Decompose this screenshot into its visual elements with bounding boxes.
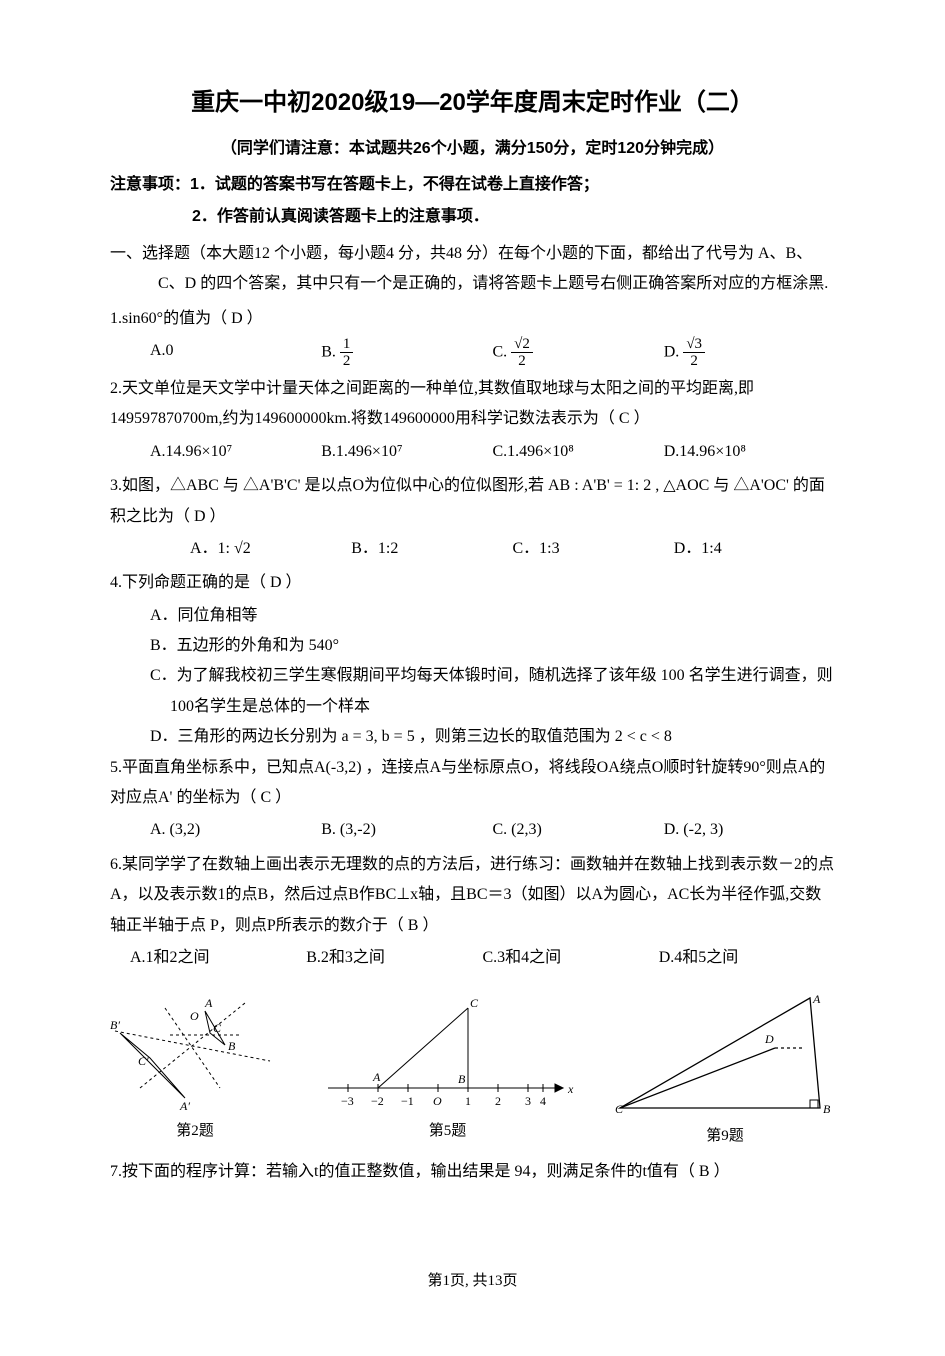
svg-text:A: A bbox=[812, 993, 821, 1006]
svg-text:−3: −3 bbox=[341, 1094, 354, 1108]
q4-opt-a: A．同位角相等 bbox=[150, 601, 835, 631]
q4-opt-d: D．三角形的两边长分别为 a = 3, b = 5 ，则第三边长的取值范围为 2… bbox=[150, 722, 835, 752]
q5-opt-d: D. (-2, 3) bbox=[664, 815, 835, 845]
q1-d-label: D. bbox=[664, 344, 680, 361]
question-2-options: A.14.96×10⁷ B.1.496×10⁷ C.1.496×10⁸ D.14… bbox=[150, 437, 835, 467]
svg-text:B: B bbox=[458, 1072, 466, 1086]
fraction-icon: √22 bbox=[511, 336, 533, 370]
svg-text:−1: −1 bbox=[401, 1094, 414, 1108]
q1-opt-c: C. √22 bbox=[493, 336, 664, 370]
question-2: 2.天文单位是天文学中计量天体之间距离的一种单位,其数值取地球与太阳之间的平均距… bbox=[110, 374, 835, 435]
svg-text:D: D bbox=[764, 1032, 774, 1046]
svg-text:A: A bbox=[204, 996, 213, 1010]
q4-opt-c: C．为了解我校初三学生寒假期间平均每天体锻时间，随机选择了该年级 100 名学生… bbox=[170, 661, 835, 722]
svg-text:3: 3 bbox=[525, 1094, 531, 1108]
exam-page: 重庆一中初2020级19—20学年度周末定时作业（二） （同学们请注意：本试题共… bbox=[0, 0, 945, 1356]
question-7: 7.按下面的程序计算：若输入t的值正整数值，输出结果是 94，则满足条件的t值有… bbox=[110, 1157, 835, 1187]
q6-opt-a: A.1和2之间 bbox=[130, 943, 306, 973]
notice-line-1: 注意事项：1．试题的答案书写在答题卡上，不得在试卷上直接作答； bbox=[110, 170, 835, 200]
question-5: 5.平面直角坐标系中，已知点A(-3,2) ，连接点A与坐标原点O，将线段OA绕… bbox=[110, 753, 835, 814]
q2-opt-b: B.1.496×10⁷ bbox=[321, 437, 492, 467]
svg-text:1: 1 bbox=[465, 1094, 471, 1108]
q3-opt-c: C．1:3 bbox=[513, 534, 674, 564]
fraction-icon: √32 bbox=[683, 336, 705, 370]
figure-q9-svg: A B C D bbox=[615, 993, 835, 1118]
svg-text:B: B bbox=[823, 1102, 831, 1116]
q1-opt-d: D. √32 bbox=[664, 336, 835, 370]
q6-opt-d: D.4和5之间 bbox=[659, 943, 835, 973]
q1-c-label: C. bbox=[493, 344, 508, 361]
q3-opt-b: B．1:2 bbox=[351, 534, 512, 564]
svg-text:C: C bbox=[615, 1102, 624, 1116]
svg-text:O: O bbox=[190, 1009, 199, 1023]
section-1-text: 一、选择题（本大题12 个小题，每小题4 分，共48 分）在每个小题的下面，都给… bbox=[110, 245, 828, 292]
svg-text:C: C bbox=[470, 996, 479, 1010]
q2-opt-d: D.14.96×10⁸ bbox=[664, 437, 835, 467]
question-1-options: A.0 B. 12 C. √22 D. √32 bbox=[150, 336, 835, 370]
q1-opt-b: B. 12 bbox=[321, 336, 492, 370]
figure-q9: A B C D 第9题 bbox=[615, 993, 835, 1151]
svg-text:C′: C′ bbox=[138, 1054, 149, 1068]
q3-opt-d: D．1:4 bbox=[674, 534, 835, 564]
page-footer: 第1页, 共13页 bbox=[110, 1267, 835, 1296]
q5-opt-a: A. (3,2) bbox=[150, 815, 321, 845]
q2-opt-c: C.1.496×10⁸ bbox=[493, 437, 664, 467]
fraction-icon: 12 bbox=[340, 336, 354, 370]
q2-opt-a: A.14.96×10⁷ bbox=[150, 437, 321, 467]
page-subtitle: （同学们请注意：本试题共26个小题，满分150分，定时120分钟完成） bbox=[110, 134, 835, 164]
svg-text:B′: B′ bbox=[110, 1018, 120, 1032]
svg-text:O: O bbox=[433, 1094, 442, 1108]
svg-text:−2: −2 bbox=[371, 1094, 384, 1108]
q5-opt-b: B. (3,-2) bbox=[321, 815, 492, 845]
page-title: 重庆一中初2020级19—20学年度周末定时作业（二） bbox=[110, 80, 835, 126]
svg-text:x: x bbox=[567, 1082, 574, 1096]
svg-text:B: B bbox=[228, 1039, 236, 1053]
q4-opt-b: B．五边形的外角和为 540° bbox=[150, 631, 835, 661]
svg-text:A′: A′ bbox=[179, 1099, 190, 1113]
notice-line-2: 2．作答前认真阅读答题卡上的注意事项． bbox=[192, 202, 835, 232]
question-1: 1.sin60°的值为（ D ） bbox=[110, 304, 835, 334]
q1-b-label: B. bbox=[321, 344, 336, 361]
q1-opt-a: A.0 bbox=[150, 336, 321, 370]
svg-text:4: 4 bbox=[540, 1094, 546, 1108]
figure-q5: −3 −2 −1 O 1 2 3 4 x A B C 第5题 bbox=[318, 993, 578, 1151]
figure-q2: B′ O A C B C′ A′ 第2题 bbox=[110, 993, 280, 1151]
svg-text:2: 2 bbox=[495, 1094, 501, 1108]
figure-q2-svg: B′ O A C B C′ A′ bbox=[110, 993, 280, 1113]
q3-opt-a: A．1: √2 bbox=[190, 534, 351, 564]
q6-opt-c: C.3和4之间 bbox=[483, 943, 659, 973]
q6-opt-b: B.2和3之间 bbox=[306, 943, 482, 973]
question-6: 6.某同学学了在数轴上画出表示无理数的点的方法后，进行练习：画数轴并在数轴上找到… bbox=[110, 850, 835, 941]
section-1-header: 一、选择题（本大题12 个小题，每小题4 分，共48 分）在每个小题的下面，都给… bbox=[158, 239, 835, 300]
question-3-options: A．1: √2 B．1:2 C．1:3 D．1:4 bbox=[190, 534, 835, 564]
question-6-options: A.1和2之间 B.2和3之间 C.3和4之间 D.4和5之间 bbox=[130, 943, 835, 973]
svg-text:C: C bbox=[213, 1021, 222, 1035]
question-5-options: A. (3,2) B. (3,-2) C. (2,3) D. (-2, 3) bbox=[150, 815, 835, 845]
q5-opt-c: C. (2,3) bbox=[493, 815, 664, 845]
figure-q9-label: 第9题 bbox=[615, 1122, 835, 1151]
svg-text:A: A bbox=[372, 1070, 381, 1084]
figures-row: B′ O A C B C′ A′ 第2题 bbox=[110, 993, 835, 1151]
figure-q2-label: 第2题 bbox=[110, 1117, 280, 1146]
figure-q5-label: 第5题 bbox=[318, 1117, 578, 1146]
figure-q5-svg: −3 −2 −1 O 1 2 3 4 x A B C bbox=[318, 993, 578, 1113]
question-4: 4.下列命题正确的是（ D ） bbox=[110, 568, 835, 598]
question-3: 3.如图，△ABC 与 △A'B'C' 是以点O为位似中心的位似图形,若 AB … bbox=[110, 471, 835, 532]
